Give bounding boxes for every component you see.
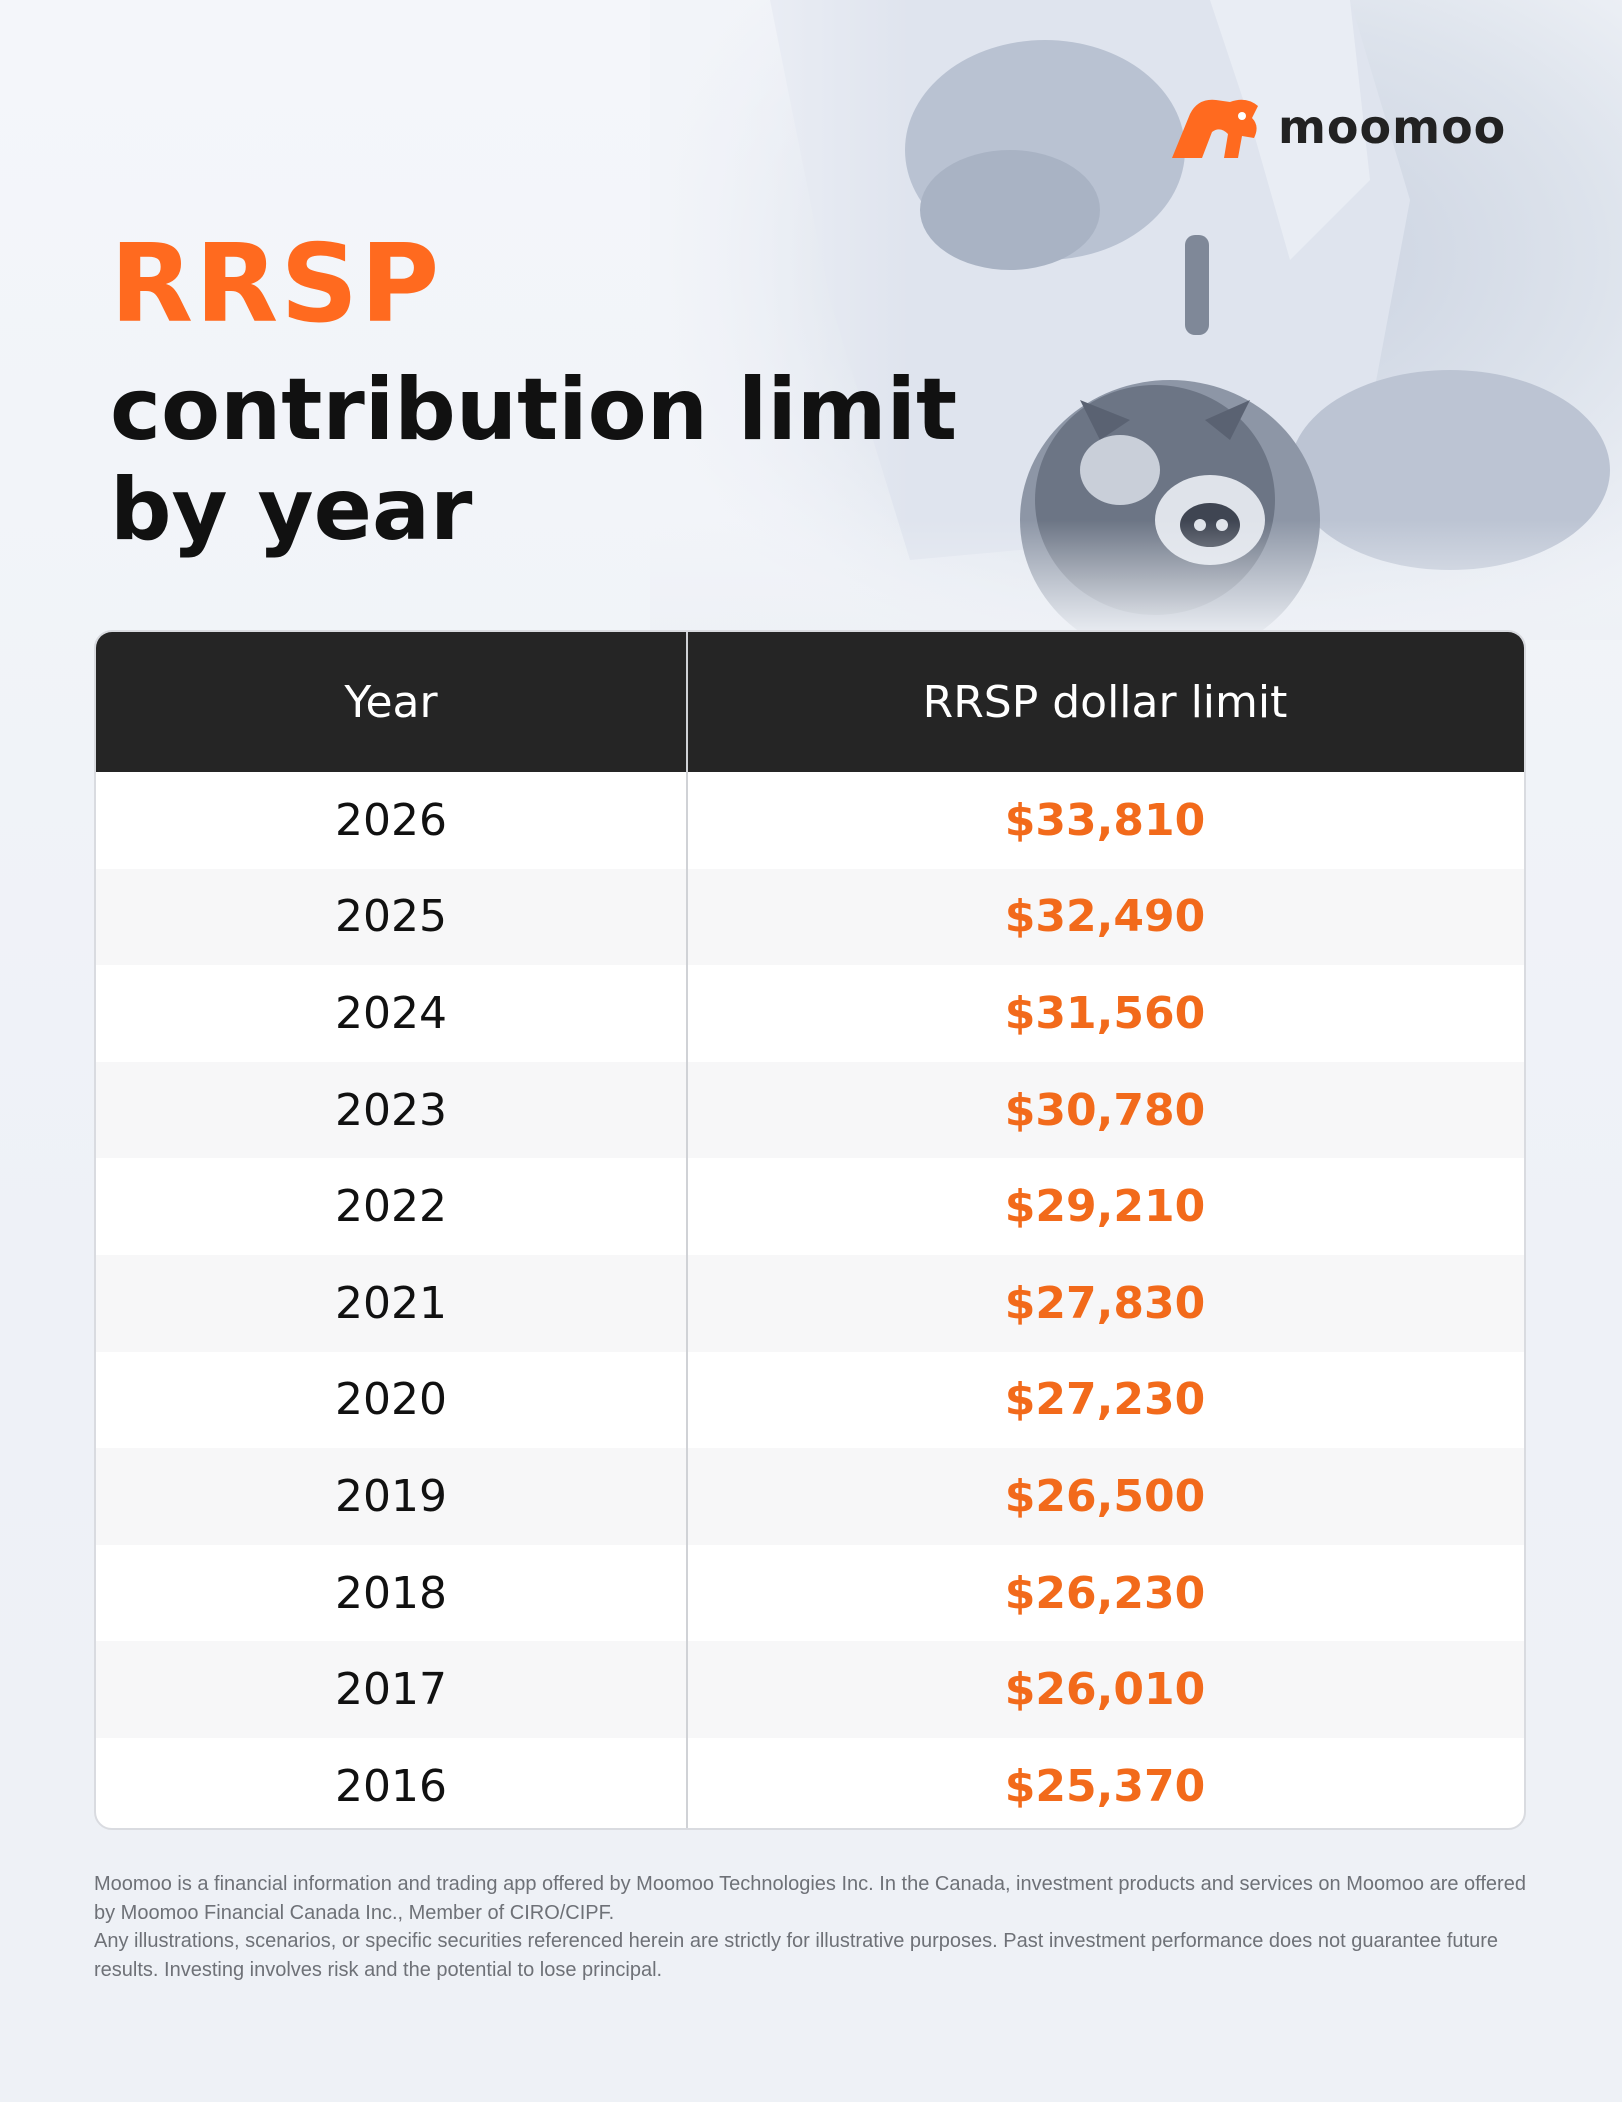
limit-cell: $31,560 [1004, 987, 1206, 1039]
year-cell: 2019 [335, 1470, 447, 1522]
column-header-limit: RRSP dollar limit [922, 676, 1288, 728]
column-divider [686, 632, 688, 1828]
moomoo-logo: moomoo [1168, 92, 1506, 162]
table-row: 2020 $27,230 [96, 1352, 1524, 1449]
disclaimer-line-1: Moomoo is a financial information and tr… [94, 1873, 1526, 1924]
limit-cell: $33,810 [1004, 794, 1206, 846]
limit-cell: $26,230 [1004, 1567, 1206, 1619]
table-row: 2024 $31,560 [96, 965, 1524, 1062]
year-cell: 2024 [335, 987, 447, 1039]
year-cell: 2026 [335, 794, 447, 846]
table-row: 2019 $26,500 [96, 1448, 1524, 1545]
limit-cell: $27,830 [1004, 1277, 1206, 1329]
year-cell: 2025 [335, 891, 447, 943]
table-row: 2023 $30,780 [96, 1061, 1524, 1159]
limit-cell: $25,370 [1004, 1760, 1206, 1812]
column-header-year: Year [344, 676, 438, 728]
table-row: 2018 $26,230 [96, 1545, 1524, 1642]
limit-cell: $26,500 [1004, 1470, 1206, 1522]
table-row: 2017 $26,010 [96, 1641, 1524, 1738]
table-row: 2016 $25,370 [96, 1738, 1524, 1828]
year-cell: 2021 [335, 1277, 447, 1329]
moomoo-bull-icon [1172, 99, 1258, 158]
contribution-limit-table: Year RRSP dollar limit 2026 $33,810 2025 $3… [94, 630, 1526, 1830]
table-body: 2026 $33,810 2025 $32,490 2024 $31,560 2023 $30… [96, 772, 1524, 1828]
table-row: 2022 $29,210 [96, 1158, 1524, 1255]
year-cell: 2017 [335, 1664, 447, 1716]
page-title: contribution limit by year [110, 360, 958, 560]
limit-cell: $26,010 [1004, 1664, 1206, 1716]
disclaimer: Moomoo is a financial information and tr… [94, 1870, 1534, 1984]
title-accent: RRSP [110, 222, 442, 347]
limit-cell: $32,490 [1004, 891, 1206, 943]
year-cell: 2020 [335, 1374, 447, 1426]
year-cell: 2023 [335, 1084, 447, 1136]
hero-piggy-bank-image [650, 0, 1622, 640]
table-row: 2021 $27,830 [96, 1254, 1524, 1352]
brand-name: moomoo [1278, 100, 1507, 154]
year-cell: 2016 [335, 1760, 447, 1812]
limit-cell: $27,230 [1004, 1374, 1206, 1426]
year-cell: 2018 [335, 1567, 447, 1619]
table-row: 2025 $32,490 [96, 868, 1524, 966]
table-header: Year RRSP dollar limit [96, 632, 1524, 772]
limit-cell: $30,780 [1004, 1084, 1206, 1136]
year-cell: 2022 [335, 1181, 447, 1233]
table-row: 2026 $33,810 [96, 772, 1524, 869]
disclaimer-line-2: Any illustrations, scenarios, or specifi… [94, 1930, 1498, 1981]
limit-cell: $29,210 [1004, 1181, 1206, 1233]
